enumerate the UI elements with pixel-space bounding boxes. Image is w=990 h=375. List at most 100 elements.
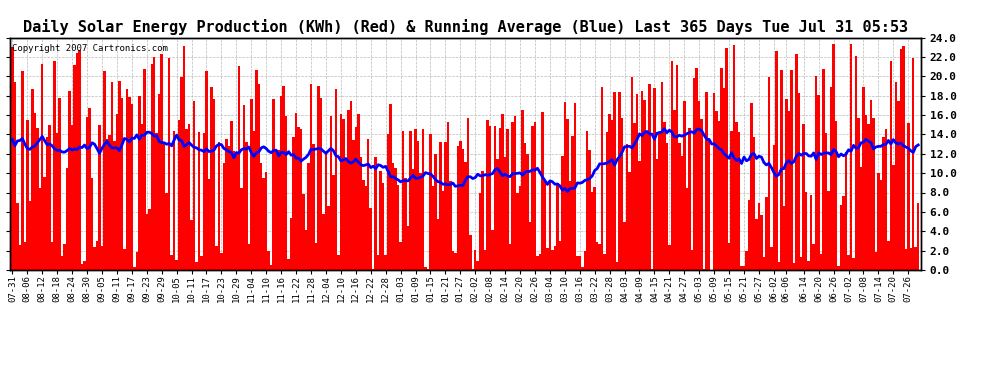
Bar [614, 92, 616, 270]
Bar [631, 78, 634, 270]
Bar [205, 71, 208, 270]
Bar [917, 203, 920, 270]
Bar [755, 219, 757, 270]
Bar [243, 105, 246, 270]
Bar [437, 219, 440, 270]
Bar [548, 182, 551, 270]
Bar [143, 69, 146, 270]
Bar [835, 121, 838, 270]
Bar [305, 230, 307, 270]
Bar [887, 241, 890, 270]
Bar [310, 84, 312, 270]
Bar [138, 96, 141, 270]
Bar [828, 191, 830, 270]
Bar [41, 64, 44, 270]
Bar [203, 133, 205, 270]
Bar [141, 124, 143, 270]
Bar [148, 209, 150, 270]
Bar [272, 99, 275, 270]
Bar [285, 116, 287, 270]
Bar [362, 180, 364, 270]
Bar [825, 134, 828, 270]
Bar [803, 124, 805, 270]
Bar [655, 159, 658, 270]
Bar [50, 242, 53, 270]
Bar [103, 70, 106, 270]
Bar [343, 119, 345, 270]
Bar [445, 141, 446, 270]
Bar [852, 258, 854, 270]
Bar [716, 111, 718, 270]
Bar [387, 134, 389, 270]
Bar [158, 94, 160, 270]
Bar [857, 117, 859, 270]
Bar [688, 128, 690, 270]
Bar [476, 261, 479, 270]
Bar [459, 141, 461, 270]
Bar [66, 168, 68, 270]
Bar [223, 164, 225, 270]
Bar [701, 119, 703, 270]
Bar [384, 255, 387, 270]
Bar [111, 82, 113, 270]
Bar [785, 99, 788, 270]
Bar [225, 139, 228, 270]
Bar [882, 137, 885, 270]
Bar [377, 255, 379, 270]
Bar [277, 150, 280, 270]
Bar [553, 246, 556, 270]
Bar [330, 116, 333, 270]
Bar [626, 144, 629, 270]
Bar [639, 161, 641, 270]
Bar [885, 129, 887, 270]
Bar [718, 122, 721, 270]
Bar [333, 175, 335, 270]
Bar [53, 62, 56, 270]
Bar [895, 82, 897, 270]
Bar [777, 262, 780, 270]
Bar [170, 255, 173, 270]
Bar [517, 193, 519, 270]
Bar [427, 269, 430, 270]
Bar [466, 118, 469, 270]
Bar [78, 50, 81, 270]
Bar [823, 69, 825, 270]
Bar [731, 130, 733, 270]
Bar [648, 84, 650, 270]
Bar [747, 200, 750, 270]
Bar [440, 142, 442, 270]
Bar [675, 65, 678, 270]
Bar [581, 267, 583, 270]
Bar [703, 269, 706, 270]
Bar [14, 82, 16, 270]
Bar [260, 163, 262, 270]
Bar [788, 111, 790, 270]
Bar [19, 245, 21, 270]
Bar [568, 181, 571, 270]
Bar [593, 187, 596, 270]
Bar [464, 162, 466, 270]
Bar [522, 110, 524, 270]
Bar [262, 178, 265, 270]
Bar [96, 242, 98, 270]
Bar [83, 261, 86, 270]
Bar [902, 46, 905, 270]
Bar [489, 126, 491, 270]
Bar [544, 181, 546, 270]
Bar [307, 163, 310, 270]
Bar [772, 145, 775, 270]
Bar [621, 118, 624, 270]
Bar [195, 262, 198, 270]
Bar [713, 93, 716, 270]
Bar [757, 203, 760, 270]
Bar [644, 100, 645, 270]
Bar [586, 131, 588, 270]
Bar [838, 266, 840, 270]
Bar [810, 195, 813, 270]
Bar [31, 89, 34, 270]
Bar [349, 101, 352, 270]
Bar [491, 230, 494, 270]
Bar [425, 267, 427, 270]
Bar [641, 91, 644, 270]
Bar [241, 188, 243, 270]
